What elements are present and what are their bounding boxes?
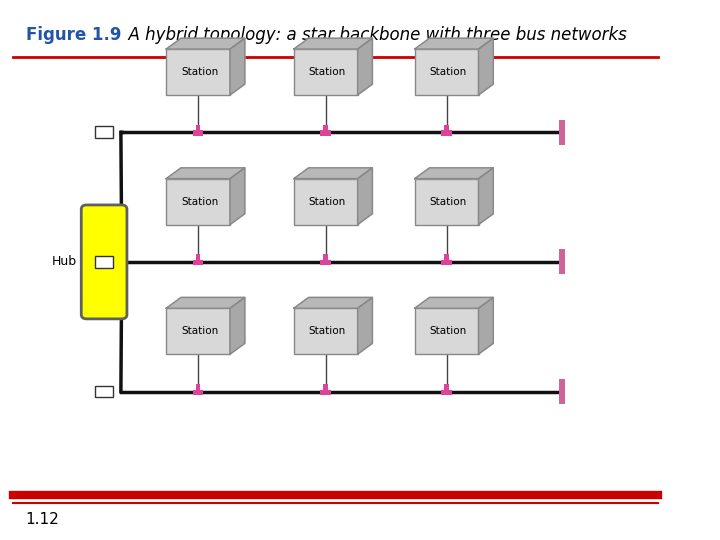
Text: 1.12: 1.12 [25,512,59,527]
Text: Station: Station [181,326,218,336]
Polygon shape [294,38,372,49]
Polygon shape [166,38,245,49]
Bar [95,386,113,397]
Bar [444,254,449,260]
Polygon shape [230,168,245,225]
Polygon shape [166,298,245,308]
Bar [166,179,230,225]
Text: Station: Station [429,67,467,77]
Bar [323,384,328,389]
Bar [320,260,331,265]
Bar [193,130,204,136]
Bar [415,308,479,354]
Text: Station: Station [309,67,346,77]
Polygon shape [230,38,245,95]
Bar [559,120,565,145]
Bar [415,179,479,225]
Polygon shape [358,298,372,354]
Text: Station: Station [429,326,467,336]
Polygon shape [415,38,493,49]
Bar [559,379,565,404]
Polygon shape [479,168,493,225]
Text: Figure 1.9: Figure 1.9 [25,26,121,44]
Bar [323,254,328,260]
Bar [294,49,358,95]
Polygon shape [166,168,245,179]
Bar [166,308,230,354]
Bar [441,130,452,136]
Polygon shape [358,38,372,95]
Text: Station: Station [181,67,218,77]
Bar [95,126,113,138]
Bar [193,260,204,265]
Text: Station: Station [309,326,346,336]
Bar [320,130,331,136]
Bar [444,384,449,389]
Bar [196,125,200,130]
Text: A hybrid topology: a star backbone with three bus networks: A hybrid topology: a star backbone with … [117,26,626,44]
Polygon shape [230,298,245,354]
Polygon shape [415,298,493,308]
Bar [294,179,358,225]
Polygon shape [479,38,493,95]
Bar [559,249,565,274]
Bar [196,254,200,260]
Polygon shape [294,168,372,179]
Bar [441,260,452,265]
Text: Hub: Hub [51,255,76,268]
Bar [323,125,328,130]
Polygon shape [415,168,493,179]
Polygon shape [479,298,493,354]
Polygon shape [358,168,372,225]
Bar [95,256,113,268]
Bar [294,308,358,354]
Bar [415,49,479,95]
Bar [193,389,204,395]
Text: Station: Station [309,197,346,207]
Text: Station: Station [429,197,467,207]
Bar [166,49,230,95]
Polygon shape [294,298,372,308]
FancyBboxPatch shape [81,205,127,319]
Bar [196,384,200,389]
Bar [320,389,331,395]
Bar [441,389,452,395]
Text: Station: Station [181,197,218,207]
Bar [444,125,449,130]
